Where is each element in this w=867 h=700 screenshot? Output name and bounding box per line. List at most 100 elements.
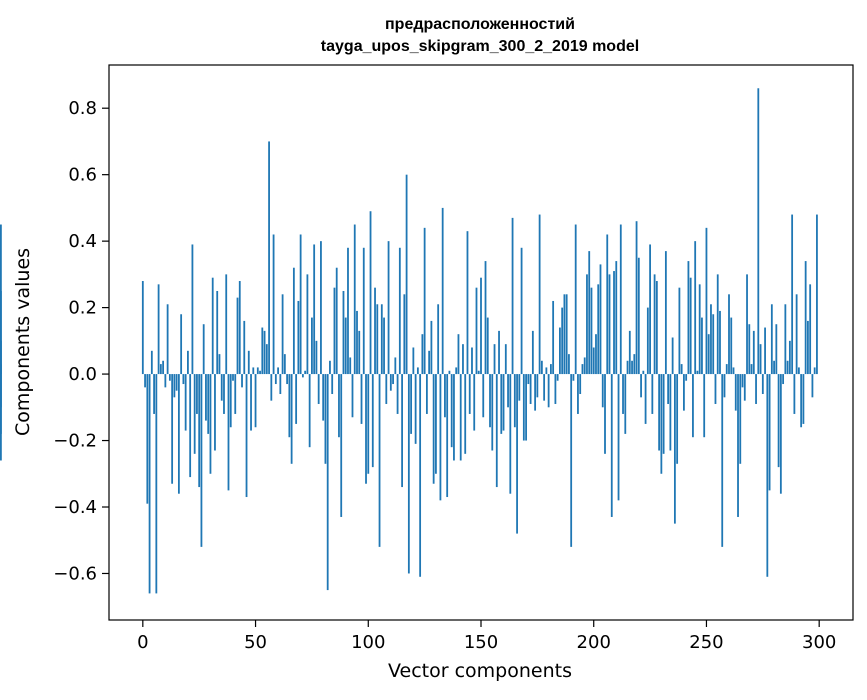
bar-43 (238, 281, 241, 375)
bar-145 (468, 374, 471, 414)
bar-93 (351, 374, 354, 418)
bar-296 (809, 284, 812, 375)
bar-244 (692, 374, 694, 438)
y-tick-label: 0.0 (68, 364, 97, 385)
bar-77 (315, 340, 318, 375)
bar-67 (292, 267, 295, 375)
bar-54 (263, 330, 266, 375)
bar-62 (281, 294, 284, 375)
bar-73 (306, 274, 309, 375)
bar-25 (198, 374, 201, 488)
y-tick-label: 0.4 (68, 231, 97, 252)
bar-60 (277, 367, 279, 375)
bar-211 (617, 374, 620, 501)
bar-118 (407, 374, 410, 574)
bar-240 (683, 374, 685, 411)
bar-13 (171, 374, 174, 484)
chart-title-line1: предрасположенностий (385, 16, 575, 33)
bar-299 (816, 214, 818, 375)
bar-186 (561, 307, 564, 375)
bar-64 (286, 374, 289, 385)
bar-230 (660, 374, 663, 474)
bar-293 (802, 374, 805, 424)
bar-2 (146, 374, 149, 504)
bar-283 (779, 374, 782, 494)
y-tick-label: 0.2 (68, 298, 97, 319)
bar-71 (301, 374, 304, 378)
bar-235 (671, 337, 674, 375)
bar-121 (414, 374, 417, 444)
bar-174 (534, 374, 537, 411)
bar-279 (770, 304, 773, 375)
bar-206 (606, 234, 609, 375)
bar-284 (782, 374, 785, 385)
bar-150 (480, 277, 482, 375)
bar-216 (628, 330, 631, 375)
bar-5 (153, 374, 155, 414)
bar-228 (655, 281, 658, 375)
bar-195 (581, 364, 584, 375)
bar-52 (259, 370, 261, 375)
bar-269 (748, 324, 751, 375)
bar-58 (272, 234, 275, 375)
bar-196 (583, 357, 586, 375)
bar-35 (220, 374, 223, 401)
bar-210 (615, 261, 618, 375)
bar-248 (701, 317, 703, 375)
bar-187 (563, 294, 566, 375)
bar-135 (446, 374, 449, 498)
bar-130 (435, 374, 437, 474)
bar-166 (516, 374, 518, 534)
bar-104 (376, 304, 379, 375)
bar-261 (730, 317, 733, 375)
bar-200 (592, 347, 595, 375)
bar-172 (529, 374, 532, 404)
bar-97 (360, 374, 363, 424)
bar-158 (498, 330, 500, 375)
x-tick-label: 250 (689, 632, 723, 653)
bar-113 (396, 374, 399, 414)
bar-111 (392, 374, 394, 385)
bar-282 (777, 374, 780, 468)
bar-176 (538, 214, 541, 375)
bar-159 (500, 374, 503, 434)
bar-140 (457, 334, 460, 375)
bar-163 (509, 374, 512, 494)
bar-229 (658, 374, 661, 451)
bar-72 (304, 370, 307, 375)
bar-33 (216, 290, 219, 375)
bar-254 (714, 374, 717, 404)
bar-271 (752, 330, 755, 375)
bar-234 (669, 374, 672, 451)
bar-80 (322, 374, 325, 421)
bar-223 (644, 374, 647, 424)
bar-61 (279, 374, 282, 395)
bar-94 (353, 224, 356, 375)
bar-70 (299, 234, 302, 375)
bar-119 (410, 374, 413, 434)
bar-147 (473, 374, 476, 431)
bar-133 (441, 207, 444, 375)
chart-title-line2: tayga_upos_skipgram_300_2_2019 model (321, 38, 639, 55)
bar-194 (579, 374, 582, 395)
bar-259 (725, 364, 728, 375)
bar-272 (755, 374, 757, 404)
bar-171 (527, 374, 530, 385)
bar-42 (236, 297, 239, 375)
x-tick-label: 150 (464, 632, 498, 653)
bar-201 (595, 334, 597, 375)
bar-275 (761, 374, 764, 395)
bar-63 (283, 354, 286, 375)
bar-126 (425, 374, 428, 414)
bar-168 (520, 247, 523, 375)
bar-217 (631, 360, 633, 375)
bar-262 (732, 367, 735, 375)
bar-207 (608, 274, 611, 375)
bar-267 (743, 374, 746, 401)
bar-91 (347, 247, 349, 375)
bar-221 (640, 374, 642, 398)
bar-56 (268, 141, 270, 375)
bar-1 (144, 374, 146, 388)
bar-153 (486, 317, 489, 375)
